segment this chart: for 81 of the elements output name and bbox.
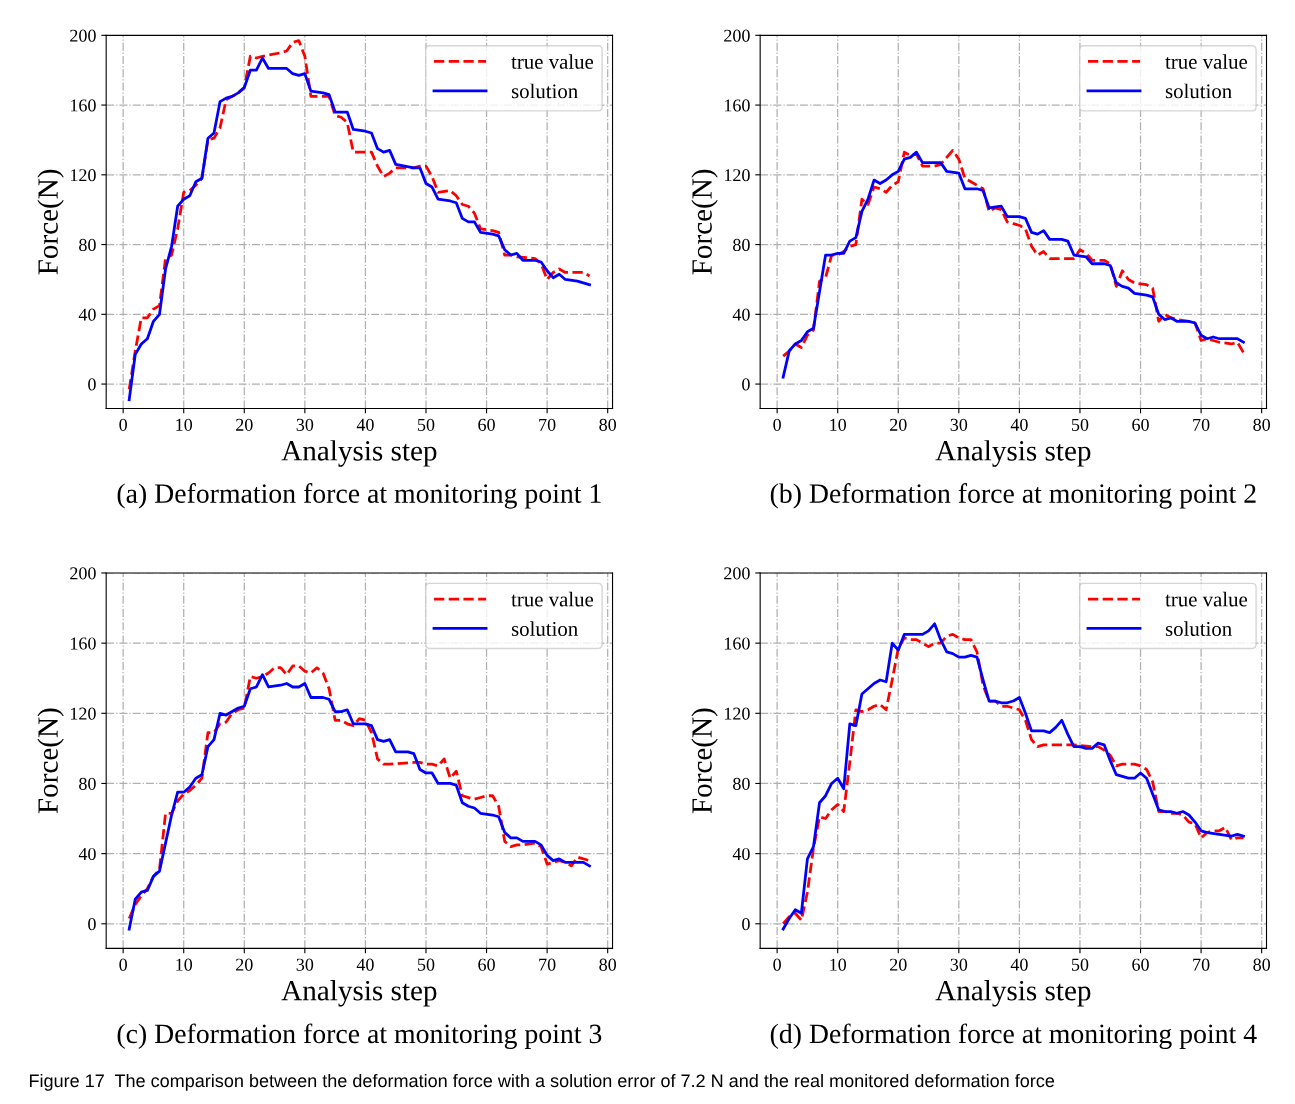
y-tick-label: 200 [724, 567, 750, 580]
x-tick-label: 30 [296, 418, 314, 431]
y-tick-label: 80 [733, 777, 750, 790]
y-tick-label: 160 [724, 99, 750, 112]
x-tick-label: 20 [236, 958, 253, 971]
text: (b) Deformation force at monitoring point 2 [770, 483, 1256, 509]
x-tick-label: 20 [890, 418, 907, 431]
x-tick-label: 20 [236, 418, 253, 431]
x-axis-title: Analysis step [281, 440, 437, 467]
x-tick-label: 80 [599, 958, 617, 971]
y-tick-label: 40 [78, 847, 96, 861]
text: (c) Deformation force at monitoring point 3 [117, 1023, 602, 1049]
x-tick-label: 70 [539, 418, 556, 431]
x-tick-label: 60 [478, 418, 495, 431]
x-tick-label: 50 [418, 418, 435, 431]
legend-label: true value [1165, 54, 1248, 69]
x-tick-label: 70 [1193, 418, 1210, 431]
y-tick-label: 120 [724, 707, 750, 720]
x-axis-title: Analysis step [935, 440, 1091, 467]
legend-label: solution [1165, 621, 1232, 636]
x-tick-label: 80 [1253, 958, 1270, 971]
legend-label: solution [511, 621, 578, 636]
y-axis-title: Force(N) [37, 169, 64, 275]
y-tick-label: 160 [70, 99, 96, 112]
caption: Figure 17 The comparison between the deformation force with a solution error of 7.2 N and the real monitored deformation force [29, 1073, 1055, 1091]
x-tick-label: 30 [950, 958, 968, 971]
x-tick-label: 40 [356, 418, 374, 431]
x-tick-label: 0 [119, 958, 127, 971]
text: (a) Deformation force at monitoring point 1 [117, 483, 601, 509]
x-tick-label: 20 [890, 958, 907, 971]
y-tick-label: 40 [732, 847, 750, 861]
x-tick-label: 60 [1132, 958, 1149, 971]
x-tick-label: 0 [773, 958, 781, 971]
y-axis-title: Force(N) [37, 708, 64, 814]
legend-label: solution [1165, 83, 1232, 99]
x-tick-label: 30 [950, 418, 968, 431]
x-tick-label: 60 [478, 958, 495, 971]
x-tick-label: 0 [119, 418, 127, 431]
y-tick-label: 40 [78, 308, 96, 321]
y-tick-label: 160 [70, 637, 96, 650]
x-tick-label: 70 [539, 958, 556, 971]
y-tick-label: 0 [88, 378, 96, 391]
x-tick-label: 70 [1193, 958, 1210, 971]
x-tick-label: 10 [176, 418, 193, 431]
x-tick-label: 60 [1132, 418, 1149, 431]
y-tick-label: 80 [79, 777, 96, 790]
y-tick-label: 120 [70, 707, 96, 720]
y-tick-label: 200 [70, 29, 96, 42]
x-tick-label: 50 [1071, 418, 1089, 431]
x-axis-title: Analysis step [281, 979, 437, 1007]
y-axis-title: Force(N) [691, 708, 718, 814]
legend-label: true value [511, 54, 594, 69]
x-tick-label: 50 [1071, 958, 1089, 971]
y-tick-label: 0 [742, 378, 750, 391]
y-tick-label: 200 [724, 29, 750, 42]
x-tick-label: 0 [773, 418, 781, 431]
y-axis-title: Force(N) [691, 169, 718, 275]
x-tick-label: 10 [176, 958, 193, 971]
x-tick-label: 10 [830, 418, 847, 431]
x-tick-label: 40 [1010, 418, 1028, 431]
legend-label: solution [511, 83, 578, 99]
y-tick-label: 0 [88, 918, 96, 931]
y-tick-label: 160 [724, 637, 750, 650]
y-tick-label: 120 [724, 169, 750, 182]
text: (d) Deformation force at monitoring point 4 [770, 1023, 1257, 1049]
x-tick-label: 10 [830, 958, 847, 971]
x-tick-label: 40 [1010, 958, 1028, 971]
x-tick-label: 50 [418, 958, 435, 971]
x-tick-label: 80 [599, 418, 617, 431]
x-axis-title: Analysis step [935, 979, 1091, 1007]
y-tick-label: 80 [79, 238, 96, 252]
y-tick-label: 0 [742, 918, 750, 931]
x-tick-label: 40 [356, 958, 374, 971]
x-tick-label: 30 [296, 958, 314, 971]
y-tick-label: 40 [732, 308, 750, 321]
y-tick-label: 80 [733, 238, 750, 252]
y-tick-label: 120 [70, 169, 96, 182]
legend-label: true value [1165, 591, 1248, 607]
y-tick-label: 200 [70, 567, 96, 580]
x-tick-label: 80 [1253, 418, 1270, 431]
legend-label: true value [511, 591, 594, 607]
